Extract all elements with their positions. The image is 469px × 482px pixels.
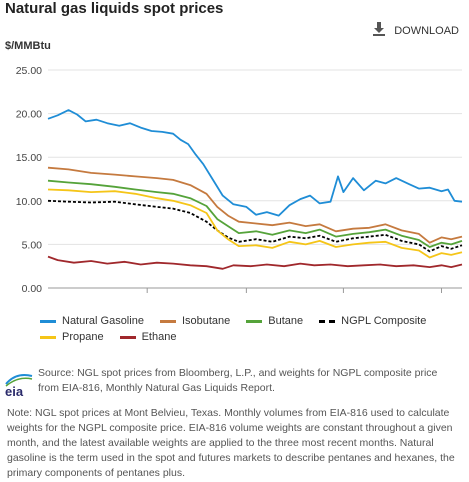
legend-swatch	[119, 335, 136, 339]
legend-item[interactable]: Isobutane	[159, 315, 231, 327]
series-line-ethane	[47, 255, 463, 270]
note-text: Note: NGL spot prices at Mont Belvieu, T…	[7, 407, 455, 479]
download-button[interactable]: DOWNLOAD	[372, 22, 459, 39]
y-tick-label: 15.00	[16, 152, 42, 164]
y-tick-label: 5.00	[22, 239, 43, 251]
series-line-ngpl-composite	[47, 199, 463, 253]
series-line-butane	[47, 179, 463, 248]
download-icon	[372, 22, 386, 39]
legend-item[interactable]: Butane	[246, 315, 303, 327]
legend-item[interactable]: Propane	[40, 331, 104, 343]
legend-label: Isobutane	[181, 315, 231, 327]
legend-label: Natural Gasoline	[62, 315, 144, 327]
eia-logo: eia	[5, 374, 33, 399]
y-axis-unit: $/MMBtu	[5, 40, 51, 52]
chart-title: Natural gas liquids spot prices	[5, 0, 224, 17]
legend-label: Butane	[268, 315, 304, 327]
series-line-propane	[47, 188, 463, 259]
legend-item[interactable]: Ethane	[119, 331, 177, 343]
legend-item[interactable]: Natural Gasoline	[40, 315, 144, 327]
legend-label: NGPL Composite	[341, 315, 427, 327]
legend-swatch	[246, 319, 263, 323]
legend-label: Propane	[62, 331, 104, 343]
legend-row: Natural Gasoline Isobutane Butane NGPL Comp…	[40, 315, 460, 327]
y-tick-label: 20.00	[16, 109, 42, 121]
legend-swatch	[319, 319, 336, 323]
series-line-natural-gasoline	[47, 109, 463, 217]
legend-swatch	[40, 319, 56, 323]
download-label: DOWNLOAD	[394, 24, 459, 37]
x-tick-label: Jul '15	[427, 294, 457, 295]
y-tick-label: 0.00	[22, 283, 43, 295]
legend-item[interactable]: NGPL Composite	[319, 315, 426, 327]
legend-label: Ethane	[141, 331, 177, 343]
y-tick-label: 25.00	[16, 65, 42, 77]
x-tick-label: Jan '15	[230, 294, 264, 295]
svg-text:eia: eia	[5, 384, 24, 399]
y-tick-label: 10.00	[16, 196, 42, 208]
legend: Natural Gasoline Isobutane Butane NGPL Comp…	[40, 315, 460, 347]
x-tick-label: Oct '14	[131, 294, 164, 295]
legend-swatch	[40, 335, 56, 339]
legend-swatch	[159, 319, 176, 323]
series-line-isobutane	[47, 166, 463, 244]
line-chart: 0.00 5.00 10.00 15.00 20.00 25.00 Oct '14 Jan '…	[16, 65, 463, 295]
source-text: Source: NGL spot prices from Bloomberg, …	[38, 367, 438, 394]
x-tick-label: Apr '15	[327, 294, 360, 295]
legend-row: Propane Ethane	[40, 331, 460, 343]
